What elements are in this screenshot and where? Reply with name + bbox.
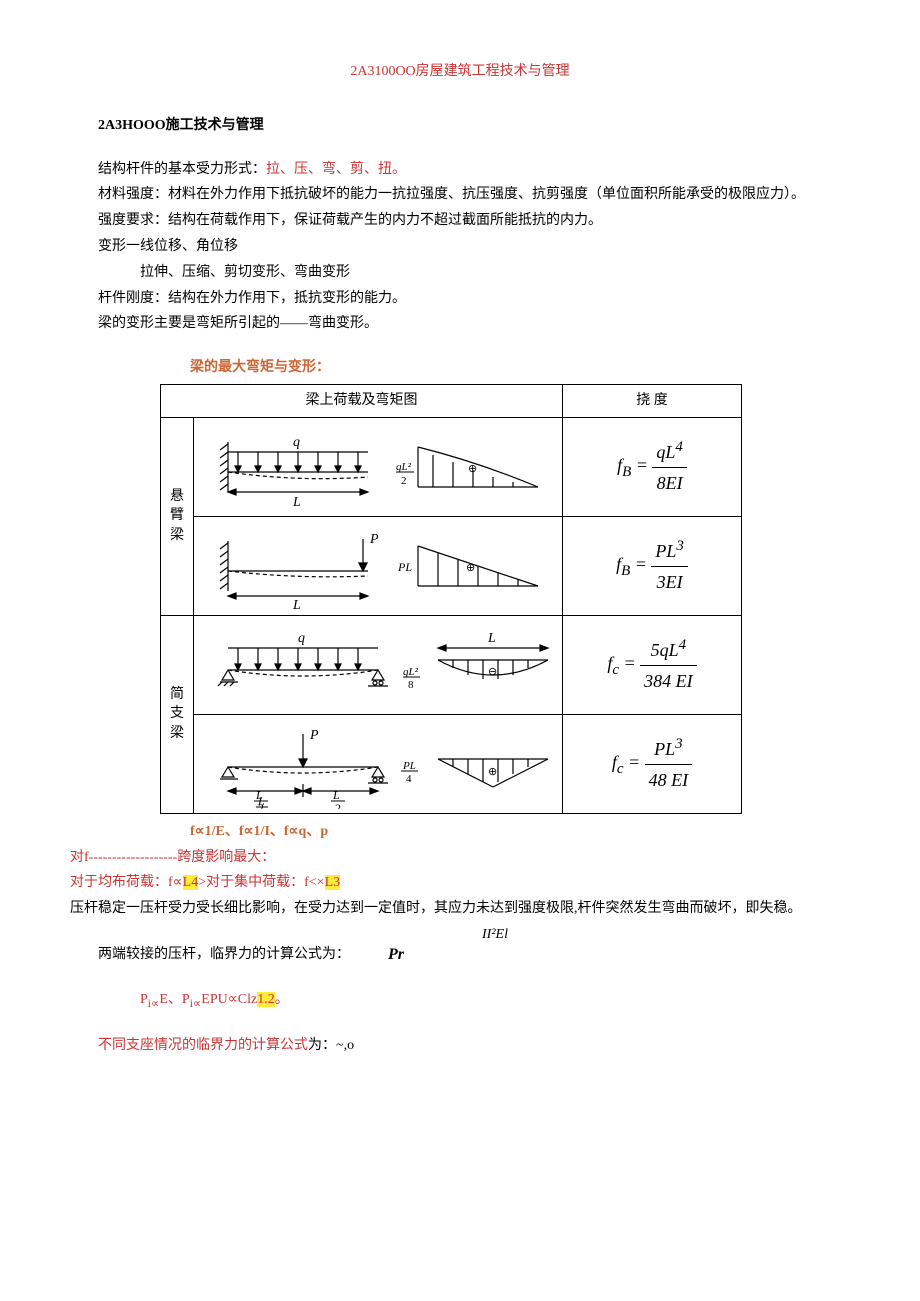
row-label-simple: 简支梁: [161, 615, 194, 813]
svg-text:L: L: [292, 495, 301, 510]
svg-text:⊕: ⊕: [466, 562, 475, 574]
svg-text:2: 2: [401, 475, 407, 487]
svg-text:4: 4: [406, 773, 412, 785]
svg-text:2: 2: [258, 801, 264, 809]
svg-simple-udl: q L ⊖ qL² 8: [198, 620, 558, 710]
svg-text:PL: PL: [402, 760, 416, 772]
header-deflection: 挠 度: [563, 384, 742, 417]
svg-text:qL²: qL²: [396, 461, 412, 473]
highlight-3: 1.2: [257, 992, 275, 1007]
svg-text:P: P: [369, 532, 379, 547]
svg-text:L: L: [255, 788, 263, 802]
svg-text:8: 8: [408, 679, 414, 691]
p11-pr: Pr: [360, 941, 404, 968]
formula-1: fB = qL48EI: [563, 417, 742, 516]
p11-text: 两端较接的压杆，临界力的计算公式为：: [70, 943, 350, 967]
svg-text:q: q: [298, 631, 305, 646]
formula-2: fB = PL33EI: [563, 516, 742, 615]
row-label-cantilever: 悬臂梁: [161, 417, 194, 615]
highlight-1: L4: [183, 875, 199, 890]
formula-3: fc = 5qL4384 EI: [563, 615, 742, 714]
svg-text:PL: PL: [397, 560, 412, 574]
section-subtitle: 2A3HOOO施工技术与管理: [70, 114, 850, 138]
table-row: 悬臂梁: [161, 417, 742, 516]
highlight-2: L3: [325, 875, 341, 890]
paragraph-1: 结构杆件的基本受力形式：拉、压、弯、剪、扭。: [70, 158, 850, 182]
diagram-simple-point: P L 2 L 2 L 2: [194, 714, 563, 813]
p1-text: 结构杆件的基本受力形式：: [98, 162, 266, 177]
svg-text:2: 2: [335, 801, 341, 809]
p13-black: 为：~,o: [308, 1038, 354, 1053]
header-diagram: 梁上荷载及弯矩图: [161, 384, 563, 417]
diagram-cantilever-point: P L PL ⊕: [194, 516, 563, 615]
p1-red: 拉、压、弯、剪、扭。: [266, 162, 406, 177]
table-row: P L PL ⊕ fB = PL33EI: [161, 516, 742, 615]
paragraph-10: 压杆稳定一压杆受力受长细比影响，在受力达到一定值时，其应力未达到强度极限,杆件突…: [70, 897, 850, 921]
p11-sup: II²El: [454, 923, 508, 947]
paragraph-8: 对f-------------------跨度影响最大：: [70, 846, 850, 870]
main-title: 2A3100OO房屋建筑工程技术与管理: [70, 60, 850, 84]
table-caption: 梁的最大弯矩与变形：: [190, 356, 850, 380]
svg-text:qL²: qL²: [403, 666, 419, 678]
diagram-cantilever-udl: q L qL² 2 ⊕: [194, 417, 563, 516]
svg-simple-point: P L 2 L 2 L 2: [198, 719, 558, 809]
svg-text:⊕: ⊕: [488, 766, 497, 778]
paragraph-3: 强度要求：结构在荷载作用下，保证荷载产生的内力不超过截面所能抵抗的内力。: [70, 209, 850, 233]
svg-text:L: L: [332, 788, 340, 802]
svg-text:⊕: ⊕: [468, 463, 477, 475]
paragraph-5: 拉伸、压缩、剪切变形、弯曲变形: [70, 261, 850, 285]
diagram-simple-udl: q L ⊖ qL² 8: [194, 615, 563, 714]
critical-force-row: 两端较接的压杆，临界力的计算公式为： Pr II²El: [70, 941, 850, 968]
paragraph-13: 不同支座情况的临界力的计算公式为：~,o: [70, 1034, 850, 1058]
formula-4: fc = PL348 EI: [563, 714, 742, 813]
paragraph-9: 对于均布荷载：f∝L4>对于集中荷载：f<×L3: [70, 871, 850, 895]
paragraph-2: 材料强度：材料在外力作用下抵抗破坏的能力一抗拉强度、抗压强度、抗剪强度（单位面积…: [70, 183, 850, 207]
table-row: 简支梁: [161, 615, 742, 714]
paragraph-4: 变形一线位移、角位移: [70, 235, 850, 259]
table-row: P L 2 L 2 L 2: [161, 714, 742, 813]
svg-cantilever-point: P L PL ⊕: [198, 521, 558, 611]
svg-text:L: L: [487, 631, 496, 646]
table-header-row: 梁上荷载及弯矩图 挠 度: [161, 384, 742, 417]
svg-text:L: L: [292, 598, 301, 611]
paragraph-6: 杆件刚度：结构在外力作用下，抵抗变形的能力。: [70, 287, 850, 311]
svg-cantilever-udl: q L qL² 2 ⊕: [198, 422, 558, 512]
svg-text:⊖: ⊖: [488, 666, 497, 678]
paragraph-12: Pi∝E、Pi∝EPU∝Clz1.2。: [70, 988, 850, 1014]
svg-text:P: P: [309, 728, 319, 743]
p13-red: 不同支座情况的临界力的计算公式: [98, 1038, 308, 1053]
p2-text: 材料强度：材料在外力作用下抵抗破坏的能力一抗拉强度、抗压强度、抗剪强度（单位面积…: [98, 187, 805, 202]
svg-text:q: q: [293, 435, 300, 450]
beam-table: 梁上荷载及弯矩图 挠 度 悬臂梁: [160, 384, 742, 814]
paragraph-7: 梁的变形主要是弯矩所引起的——弯曲变形。: [70, 312, 850, 336]
relation-line: f∝1/E、f∝1/I、f∝q、p: [190, 820, 850, 844]
